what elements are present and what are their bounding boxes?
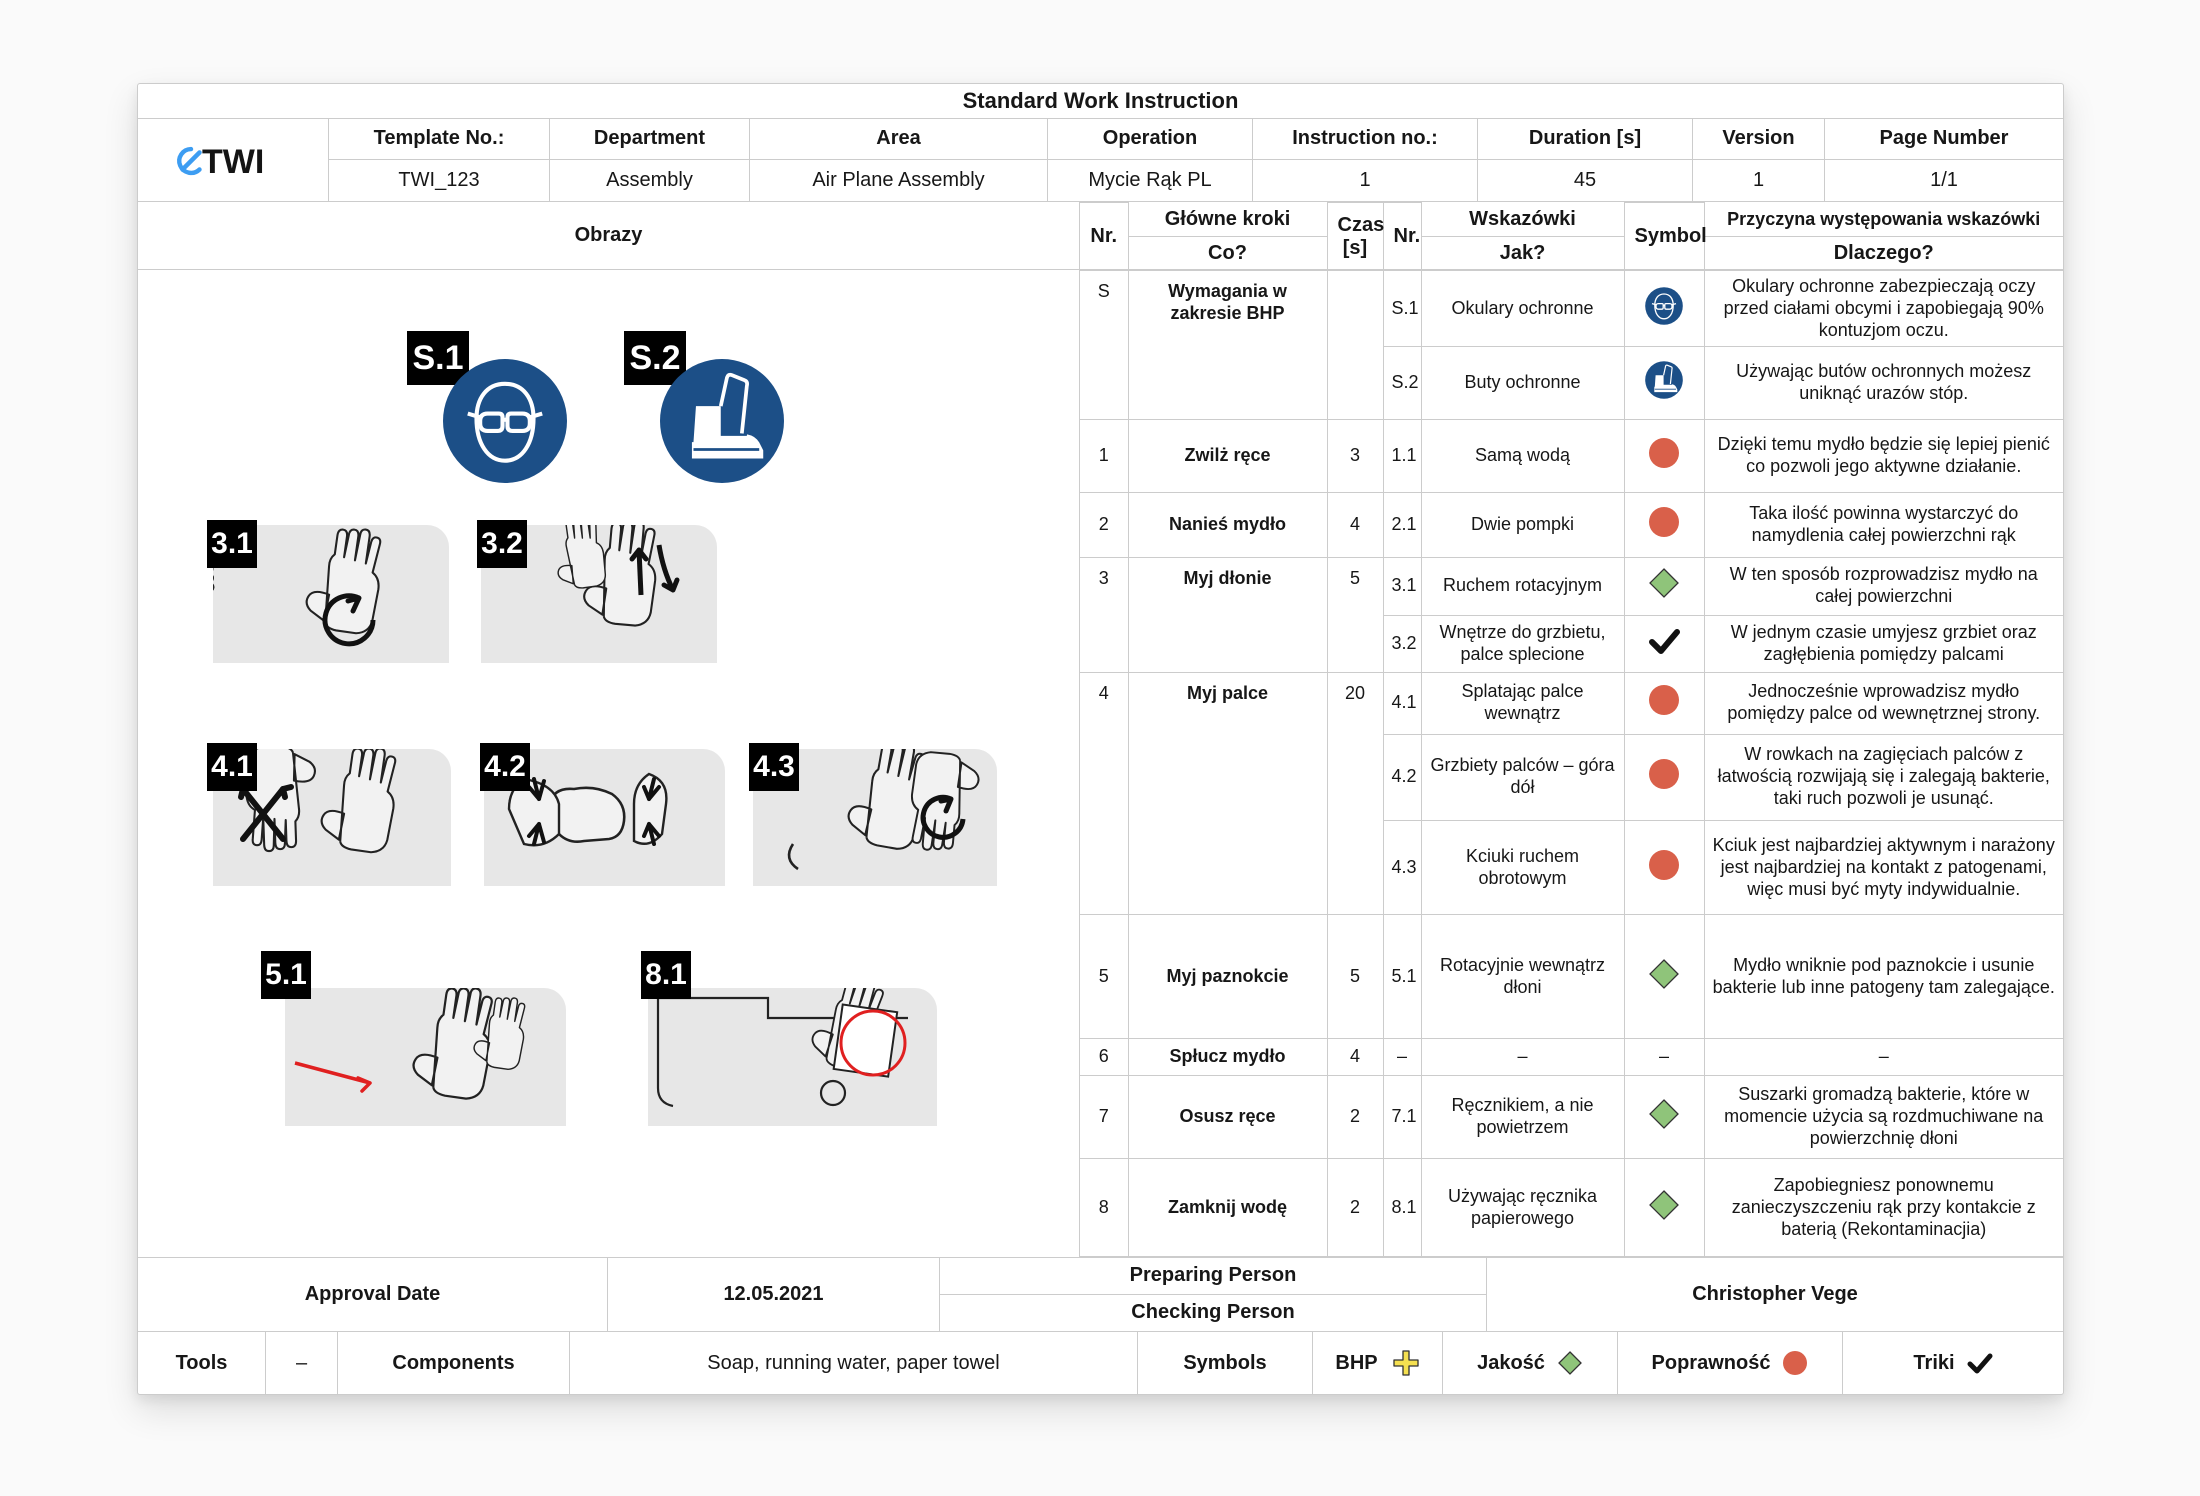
svg-text:TWI: TWI	[202, 143, 264, 181]
